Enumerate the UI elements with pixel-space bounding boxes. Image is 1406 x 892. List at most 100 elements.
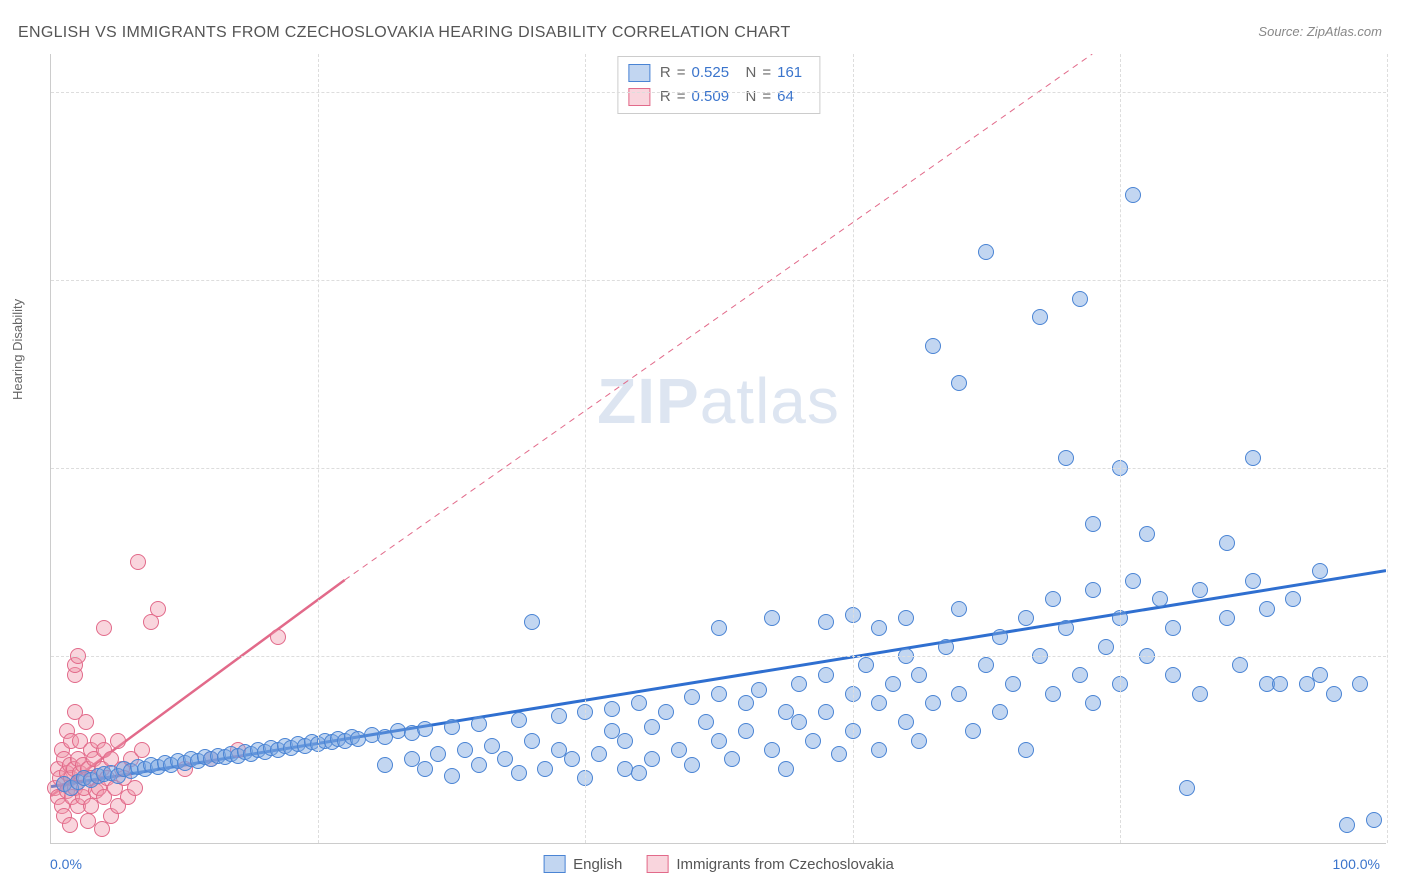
scatter-point-english bbox=[1259, 601, 1275, 617]
scatter-point-english bbox=[818, 704, 834, 720]
scatter-point-english bbox=[1125, 573, 1141, 589]
scatter-point-english bbox=[911, 667, 927, 683]
scatter-point-english bbox=[1285, 591, 1301, 607]
scatter-point-english bbox=[524, 614, 540, 630]
scatter-point-english bbox=[551, 708, 567, 724]
scatter-point-english bbox=[938, 639, 954, 655]
legend-eq: = bbox=[762, 61, 771, 85]
scatter-point-english bbox=[1339, 817, 1355, 833]
scatter-point-english bbox=[1232, 657, 1248, 673]
legend-r-value: 0.509 bbox=[692, 85, 740, 109]
scatter-point-english bbox=[1165, 620, 1181, 636]
scatter-point-english bbox=[965, 723, 981, 739]
legend-eq: = bbox=[677, 61, 686, 85]
scatter-point-czech bbox=[130, 554, 146, 570]
scatter-point-english bbox=[497, 751, 513, 767]
scatter-point-english bbox=[778, 761, 794, 777]
scatter-points-layer bbox=[51, 54, 1386, 843]
scatter-point-english bbox=[711, 620, 727, 636]
scatter-point-english bbox=[698, 714, 714, 730]
scatter-point-english bbox=[871, 695, 887, 711]
x-axis-tick-min: 0.0% bbox=[50, 856, 82, 872]
y-axis-label: Hearing Disability bbox=[10, 299, 25, 400]
scatter-point-english bbox=[951, 601, 967, 617]
scatter-point-english bbox=[430, 746, 446, 762]
scatter-point-english bbox=[564, 751, 580, 767]
grid-line-v bbox=[1120, 54, 1121, 843]
scatter-point-english bbox=[1005, 676, 1021, 692]
scatter-point-english bbox=[1179, 780, 1195, 796]
legend-r-value: 0.525 bbox=[692, 61, 740, 85]
scatter-point-english bbox=[644, 751, 660, 767]
scatter-point-english bbox=[978, 657, 994, 673]
scatter-point-english bbox=[644, 719, 660, 735]
scatter-point-english bbox=[1018, 610, 1034, 626]
scatter-point-czech bbox=[62, 817, 78, 833]
correlation-legend: R=0.525N=161R=0.509N=64 bbox=[617, 56, 820, 114]
scatter-point-english bbox=[1072, 291, 1088, 307]
scatter-point-english bbox=[524, 733, 540, 749]
scatter-point-czech bbox=[96, 620, 112, 636]
series-legend-label: Immigrants from Czechoslovakia bbox=[676, 856, 894, 873]
scatter-point-english bbox=[471, 716, 487, 732]
scatter-point-english bbox=[604, 701, 620, 717]
scatter-point-czech bbox=[270, 629, 286, 645]
scatter-point-english bbox=[658, 704, 674, 720]
source-attribution: Source: ZipAtlas.com bbox=[1258, 24, 1382, 39]
scatter-point-english bbox=[444, 719, 460, 735]
scatter-point-english bbox=[617, 733, 633, 749]
scatter-point-english bbox=[1192, 582, 1208, 598]
scatter-point-english bbox=[885, 676, 901, 692]
scatter-point-english bbox=[951, 686, 967, 702]
scatter-point-english bbox=[911, 733, 927, 749]
scatter-point-english bbox=[537, 761, 553, 777]
scatter-point-english bbox=[471, 757, 487, 773]
scatter-point-english bbox=[751, 682, 767, 698]
scatter-point-czech bbox=[150, 601, 166, 617]
scatter-point-english bbox=[417, 721, 433, 737]
scatter-point-czech bbox=[134, 742, 150, 758]
scatter-point-english bbox=[1245, 573, 1261, 589]
scatter-point-english bbox=[1152, 591, 1168, 607]
scatter-point-english bbox=[764, 742, 780, 758]
grid-line-h bbox=[51, 280, 1386, 281]
scatter-point-english bbox=[1085, 582, 1101, 598]
scatter-point-english bbox=[925, 338, 941, 354]
scatter-point-english bbox=[1312, 563, 1328, 579]
scatter-point-czech bbox=[94, 821, 110, 837]
legend-eq: = bbox=[762, 85, 771, 109]
scatter-point-english bbox=[1045, 686, 1061, 702]
scatter-point-english bbox=[978, 244, 994, 260]
scatter-point-english bbox=[871, 620, 887, 636]
scatter-point-english bbox=[898, 714, 914, 730]
grid-line-v bbox=[853, 54, 854, 843]
scatter-point-english bbox=[631, 695, 647, 711]
scatter-point-english bbox=[871, 742, 887, 758]
scatter-point-english bbox=[738, 723, 754, 739]
legend-r-label: R bbox=[660, 61, 671, 85]
x-axis-tick-max: 100.0% bbox=[1333, 856, 1380, 872]
scatter-point-english bbox=[1139, 526, 1155, 542]
scatter-point-english bbox=[1219, 535, 1235, 551]
scatter-point-english bbox=[992, 629, 1008, 645]
scatter-point-english bbox=[1165, 667, 1181, 683]
scatter-point-english bbox=[417, 761, 433, 777]
scatter-point-english bbox=[1032, 309, 1048, 325]
scatter-point-english bbox=[1058, 450, 1074, 466]
source-name: ZipAtlas.com bbox=[1307, 24, 1382, 39]
series-legend-item: Immigrants from Czechoslovakia bbox=[646, 855, 894, 873]
scatter-point-english bbox=[591, 746, 607, 762]
legend-n-label: N bbox=[746, 85, 757, 109]
scatter-point-english bbox=[511, 765, 527, 781]
scatter-point-english bbox=[1085, 516, 1101, 532]
chart-plot-area: ZIPatlas R=0.525N=161R=0.509N=64 English… bbox=[50, 54, 1386, 844]
grid-line-v bbox=[1387, 54, 1388, 843]
legend-swatch bbox=[628, 64, 650, 82]
scatter-point-english bbox=[858, 657, 874, 673]
scatter-point-english bbox=[805, 733, 821, 749]
legend-swatch bbox=[543, 855, 565, 873]
scatter-point-english bbox=[711, 686, 727, 702]
scatter-point-english bbox=[992, 704, 1008, 720]
scatter-point-czech bbox=[78, 714, 94, 730]
scatter-point-czech bbox=[127, 780, 143, 796]
